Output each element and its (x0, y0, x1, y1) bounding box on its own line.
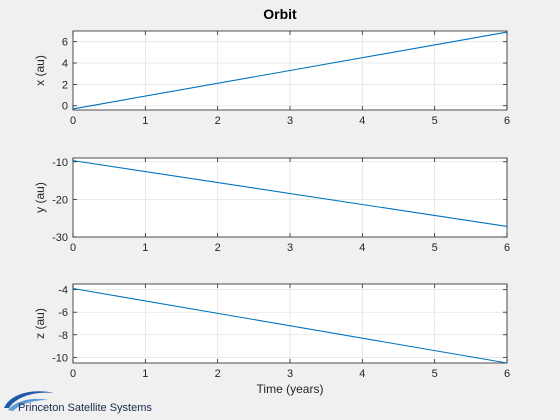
chart-title: Orbit (263, 6, 297, 22)
x-tick-label: 5 (432, 368, 438, 380)
y-tick-label: -6 (58, 307, 68, 319)
x-tick-label: 0 (70, 115, 76, 127)
x-tick-label: 4 (359, 115, 365, 127)
x-tick-label: 3 (287, 368, 293, 380)
x-tick-label: 5 (432, 242, 438, 254)
x-tick-label: 1 (142, 242, 148, 254)
x-tick-label: 3 (287, 242, 293, 254)
x-tick-label: 2 (215, 368, 221, 380)
y-axis-label: x (au) (33, 55, 47, 86)
y-tick-label: -10 (52, 157, 68, 169)
y-tick-label: 6 (62, 37, 68, 49)
x-tick-label: 3 (287, 115, 293, 127)
swoosh-logo-icon (4, 391, 54, 411)
x-tick-label: 4 (359, 368, 365, 380)
series-line (72, 31, 508, 110)
x-tick-label: 0 (70, 242, 76, 254)
y-axis-label: z (au) (33, 308, 47, 339)
company-logo: Princeton Satellite Systems (4, 391, 152, 414)
y-tick-label: -4 (58, 285, 68, 297)
x-tick-label: 2 (215, 115, 221, 127)
y-tick-label: -20 (52, 194, 68, 206)
x-tick-label: 0 (70, 368, 76, 380)
subplot-3: 0 1 2 3 4 5 6 -4 -6 -8 -10 z (au) (33, 283, 510, 380)
series-line (72, 160, 508, 228)
series-line (72, 287, 508, 364)
x-tick-label: 1 (142, 368, 148, 380)
x-tick-label: 4 (359, 242, 365, 254)
x-tick-label: 2 (215, 242, 221, 254)
y-tick-label: -8 (58, 330, 68, 342)
x-tick-label: 1 (142, 115, 148, 127)
y-axis-label: y (au) (33, 182, 47, 213)
x-axis-label: Time (years) (257, 382, 324, 396)
y-tick-label: -10 (52, 352, 68, 364)
x-tick-label: 6 (504, 115, 510, 127)
y-tick-label: 0 (62, 101, 68, 113)
y-tick-label: 4 (62, 58, 68, 70)
y-tick-label: 2 (62, 79, 68, 91)
x-tick-label: 6 (504, 368, 510, 380)
x-tick-label: 5 (432, 115, 438, 127)
y-tick-label: -30 (52, 232, 68, 244)
subplot-1: 0 1 2 3 4 5 6 0 2 4 6 x (au) (33, 30, 510, 127)
x-tick-label: 6 (504, 242, 510, 254)
company-name: Princeton Satellite Systems (18, 402, 152, 414)
subplot-2: 0 1 2 3 4 5 6 -10 -20 -30 y (au) (33, 157, 510, 254)
